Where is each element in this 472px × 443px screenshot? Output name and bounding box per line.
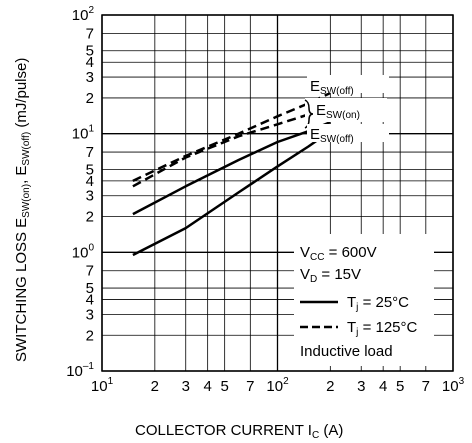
curve-esw_on_125: [132, 105, 331, 188]
y-tick-label: 3: [86, 69, 94, 86]
curves: [132, 91, 332, 257]
x-tick-label: 2: [151, 378, 159, 395]
y-axis-label: SWITCHING LOSS ESW(on), ESW(off) (mJ/pul…: [13, 58, 32, 362]
y-tick-label: 7: [86, 263, 94, 280]
x-tick-label: 5: [396, 378, 404, 395]
label-bg-on: [305, 98, 387, 122]
x-tick-label: 4: [203, 378, 211, 395]
x-tick-label: 3: [357, 378, 365, 395]
x-tick-label: 2: [326, 378, 334, 395]
x-tick-label: 103: [442, 376, 465, 395]
y-tick-label: 4: [86, 54, 94, 71]
x-tick-label: 4: [379, 378, 387, 395]
y-tick-label: 3: [86, 306, 94, 323]
curve-label-esw-off-lower: ESW(off): [310, 126, 354, 145]
legend-vcc: VCC = 600V: [300, 244, 377, 263]
curve-label-esw-on: ESW(on): [316, 102, 360, 121]
y-tick-label: 2: [86, 90, 94, 107]
y-tick-label: 4: [86, 173, 94, 190]
y-tick-label: 101: [72, 124, 95, 143]
curve-esw_off_125: [132, 91, 331, 183]
y-tick-label: 100: [72, 242, 95, 261]
legend-vd: VD = 15V: [300, 266, 361, 285]
y-tick-label: 5: [86, 161, 94, 178]
legend-inductive-load: Inductive load: [300, 343, 393, 360]
y-tick-label: 2: [86, 209, 94, 226]
label-bg-off-lower: [307, 124, 389, 142]
x-axis-label: COLLECTOR CURRENT IC (A): [135, 422, 343, 441]
y-tick-label: 2: [86, 327, 94, 344]
y-tick-label: 5: [86, 43, 94, 60]
label-bg-off-upper: [307, 75, 389, 93]
x-tick-label: 102: [266, 376, 289, 395]
x-tick-label: 5: [220, 378, 228, 395]
x-tick-label: 7: [422, 378, 430, 395]
legend-tj125: Tj = 125°C: [347, 319, 418, 338]
legend-tj25: Tj = 25°C: [347, 294, 409, 313]
y-tick-label: 4: [86, 292, 94, 309]
y-tick-label: 5: [86, 280, 94, 297]
curve-label-bracket: [304, 99, 314, 129]
x-tick-label: 3: [182, 378, 190, 395]
x-tick-label: 7: [246, 378, 254, 395]
curve-label-esw-off-upper: ESW(off): [310, 78, 354, 97]
curve-esw_on_25: [132, 130, 332, 257]
grid: [101, 14, 454, 372]
x-tick-label: 101: [91, 376, 114, 395]
y-tick-label: 7: [86, 144, 94, 161]
y-tick-label: 10–1: [66, 361, 94, 380]
plot-frame: [101, 14, 454, 372]
legend-box: [294, 234, 434, 366]
y-tick-label: 7: [86, 25, 94, 42]
x-tick-labels: 101 2 3 4 5 7 102 2 3 4 5 7 103: [91, 376, 465, 395]
y-tick-label: 3: [86, 188, 94, 205]
y-tick-label: 102: [72, 5, 95, 24]
